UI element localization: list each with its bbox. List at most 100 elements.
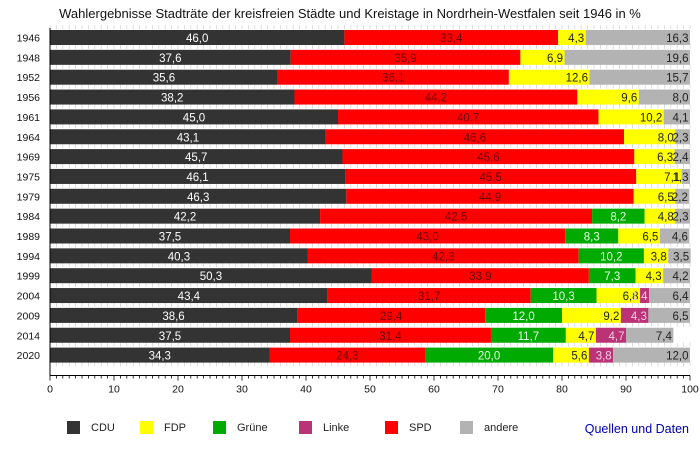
data-label: 45,7 (185, 152, 207, 164)
data-label: 3,5 (673, 251, 689, 263)
x-tick-label: 10 (108, 383, 120, 395)
data-label: 15,7 (666, 73, 688, 85)
year-label: 1946 (17, 33, 41, 45)
year-labels: 1946 1948 1952 1956 1961 1964 1969 1975 1979 1984… (17, 33, 41, 363)
legend-swatch (385, 421, 398, 434)
bar-segment-gruene-2004 (530, 288, 597, 304)
bar-segment-spd-1948 (290, 49, 521, 65)
data-label: 7,3 (604, 271, 620, 283)
bar-segment-fdp-1964 (624, 129, 676, 145)
bar-segment-gruene-1989 (565, 228, 619, 244)
bar-row-2004: 43,4 31,7 10,3 6,81,4 6,4 (50, 288, 690, 304)
data-label: 40,3 (168, 251, 190, 263)
data-label: 8,0 (658, 132, 674, 144)
bar-segment-andere-1948 (564, 49, 690, 65)
bar-segment-cdu-2020 (50, 347, 270, 363)
data-label: 12,0 (512, 311, 534, 323)
bar-segment-cdu-1961 (50, 109, 338, 125)
legend-label: andere (484, 421, 519, 434)
bar-row-2009: 38,6 29,4 12,0 9,2 4,3 6,5 (50, 307, 690, 323)
x-axis: 0 10 20 30 40 50 60 70 80 90 100 (47, 28, 699, 395)
bar-segment-andere-1964 (675, 129, 690, 145)
x-tick-label: 40 (300, 383, 312, 395)
data-label: 8,2 (610, 212, 626, 224)
year-label: 1979 (17, 191, 41, 203)
data-label: 2,4 (673, 152, 690, 164)
data-label: 6,5 (642, 232, 658, 244)
data-label: 6,4 (673, 291, 690, 303)
sources-link[interactable]: Quellen und Daten (584, 422, 689, 436)
legend-swatch (299, 421, 312, 434)
bar-segment-cdu-1979 (50, 188, 347, 204)
bar-segment-spd-2014 (290, 327, 491, 343)
bar-segment-spd-1979 (346, 188, 634, 204)
data-label: 10,2 (600, 251, 622, 263)
bar-segment-cdu-1999 (50, 268, 372, 284)
bar-segment-andere-2009 (648, 307, 690, 323)
bars: 46,0 33,4 4,3 16,3 37,6 35,9 6,9 19,6 35,6 36,1 12… (50, 30, 691, 363)
data-label: 44,2 (425, 93, 447, 105)
data-label: 4,3 (646, 271, 662, 283)
bar-segment-fdp-1969 (634, 149, 675, 165)
bar-segment-spd-1961 (338, 109, 599, 125)
data-label: 7,4 (656, 331, 673, 343)
legend-item-fdp: FDP (140, 421, 186, 434)
data-label: 16,3 (666, 33, 688, 45)
bar-segment-linke-2004 (640, 288, 650, 304)
year-label: 1975 (17, 171, 41, 183)
data-label: 45,0 (183, 112, 205, 124)
data-label: 1,4 (632, 291, 649, 303)
bar-segment-fdp-1946 (558, 30, 586, 45)
data-label: 4,7 (578, 331, 594, 343)
data-label: 3,8 (596, 351, 612, 363)
legend-item-linke: Linke (299, 421, 349, 434)
bar-segment-cdu-1989 (50, 228, 290, 244)
legend-swatch (460, 421, 473, 434)
bar-segment-fdp-2009 (562, 307, 621, 323)
bar-segment-fdp-2014 (565, 327, 596, 343)
data-label: 19,6 (666, 53, 688, 65)
data-label: 33,9 (469, 271, 491, 283)
bar-row-1961: 45,0 40,7 10,2 4,1 (50, 109, 690, 125)
x-tick-label: 100 (681, 383, 699, 395)
bar-row-1948: 37,6 35,9 6,9 19,6 (50, 49, 690, 65)
data-label: 6,5 (658, 192, 674, 204)
data-label: 4,8 (658, 212, 674, 224)
bar-segment-linke-2009 (620, 307, 649, 323)
bar-segment-fdp-1994 (643, 248, 669, 264)
bar-segment-cdu-1952 (50, 69, 278, 85)
data-label: 45,6 (477, 152, 499, 164)
legend-swatch (140, 421, 153, 434)
data-label: 36,1 (382, 73, 404, 85)
data-label: 7,1 (664, 172, 680, 184)
x-tick-label: 20 (172, 383, 184, 395)
bar-segment-spd-1952 (277, 69, 509, 85)
x-tick-label: 30 (236, 383, 248, 395)
data-label: 4,2 (673, 271, 689, 283)
year-label: 1964 (17, 132, 41, 144)
bar-segment-spd-1984 (320, 208, 593, 224)
year-label: 2009 (17, 310, 41, 322)
data-label: 11,7 (518, 331, 540, 343)
legend-label: FDP (164, 421, 186, 434)
year-label: 1984 (17, 211, 41, 223)
data-label: 10,2 (640, 112, 662, 124)
year-label: 1969 (17, 152, 41, 164)
bar-segment-linke-2014 (595, 327, 626, 343)
bar-segment-gruene-2009 (485, 307, 562, 323)
data-label: 2,2 (672, 192, 688, 204)
bar-segment-cdu-1994 (50, 248, 308, 264)
data-label: 35,6 (153, 73, 175, 85)
bar-segment-andere-2004 (649, 288, 690, 304)
data-label: 2,3 (673, 212, 689, 224)
bar-segment-spd-1999 (371, 268, 589, 284)
data-label: 42,5 (445, 212, 467, 224)
data-label: 37,6 (159, 53, 181, 65)
chart-title: Wahlergebnisse Stadträte der kreisfreien… (59, 6, 641, 21)
bar-segment-spd-1956 (294, 89, 578, 105)
bar-segment-andere-1969 (674, 149, 690, 165)
data-label: 42,2 (174, 212, 196, 224)
data-label: 43,1 (177, 132, 199, 144)
x-tick-label: 80 (556, 383, 568, 395)
year-label: 2014 (17, 330, 41, 342)
